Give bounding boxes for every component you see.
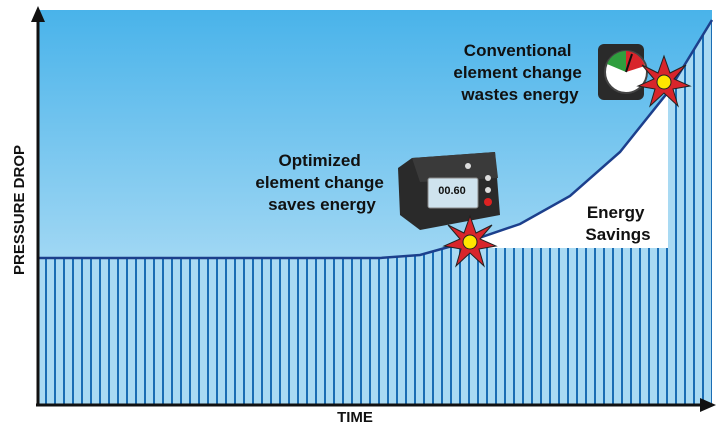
striped-area [38,20,712,405]
annotation-line: Energy [587,203,645,222]
y-arrow [31,6,45,22]
monitor-device: 00.60 [398,152,500,230]
x-axis-label: TIME [337,409,373,426]
annotation-line: element change [255,173,384,192]
gauge-device [598,44,648,100]
annotation-line: wastes energy [460,85,579,104]
savings-area [478,92,668,248]
optimized-marker [442,214,498,268]
device-display: 00.60 [438,185,466,197]
annotation-line: Savings [585,225,650,244]
pressure-curve [38,19,714,260]
y-axis-label: PRESSURE DROP [11,145,28,275]
annotation-line: element change [453,63,582,82]
x-arrow [700,398,716,412]
conventional-marker [636,54,692,108]
optimized-annotation: Optimized element change saves energy [255,151,388,214]
conventional-annotation: Conventional element change wastes energ… [453,41,586,104]
annotation-line: saves energy [268,195,376,214]
savings-annotation: Energy Savings [585,203,650,244]
annotation-line: Conventional [464,41,572,60]
annotation-line: Optimized [279,151,361,170]
